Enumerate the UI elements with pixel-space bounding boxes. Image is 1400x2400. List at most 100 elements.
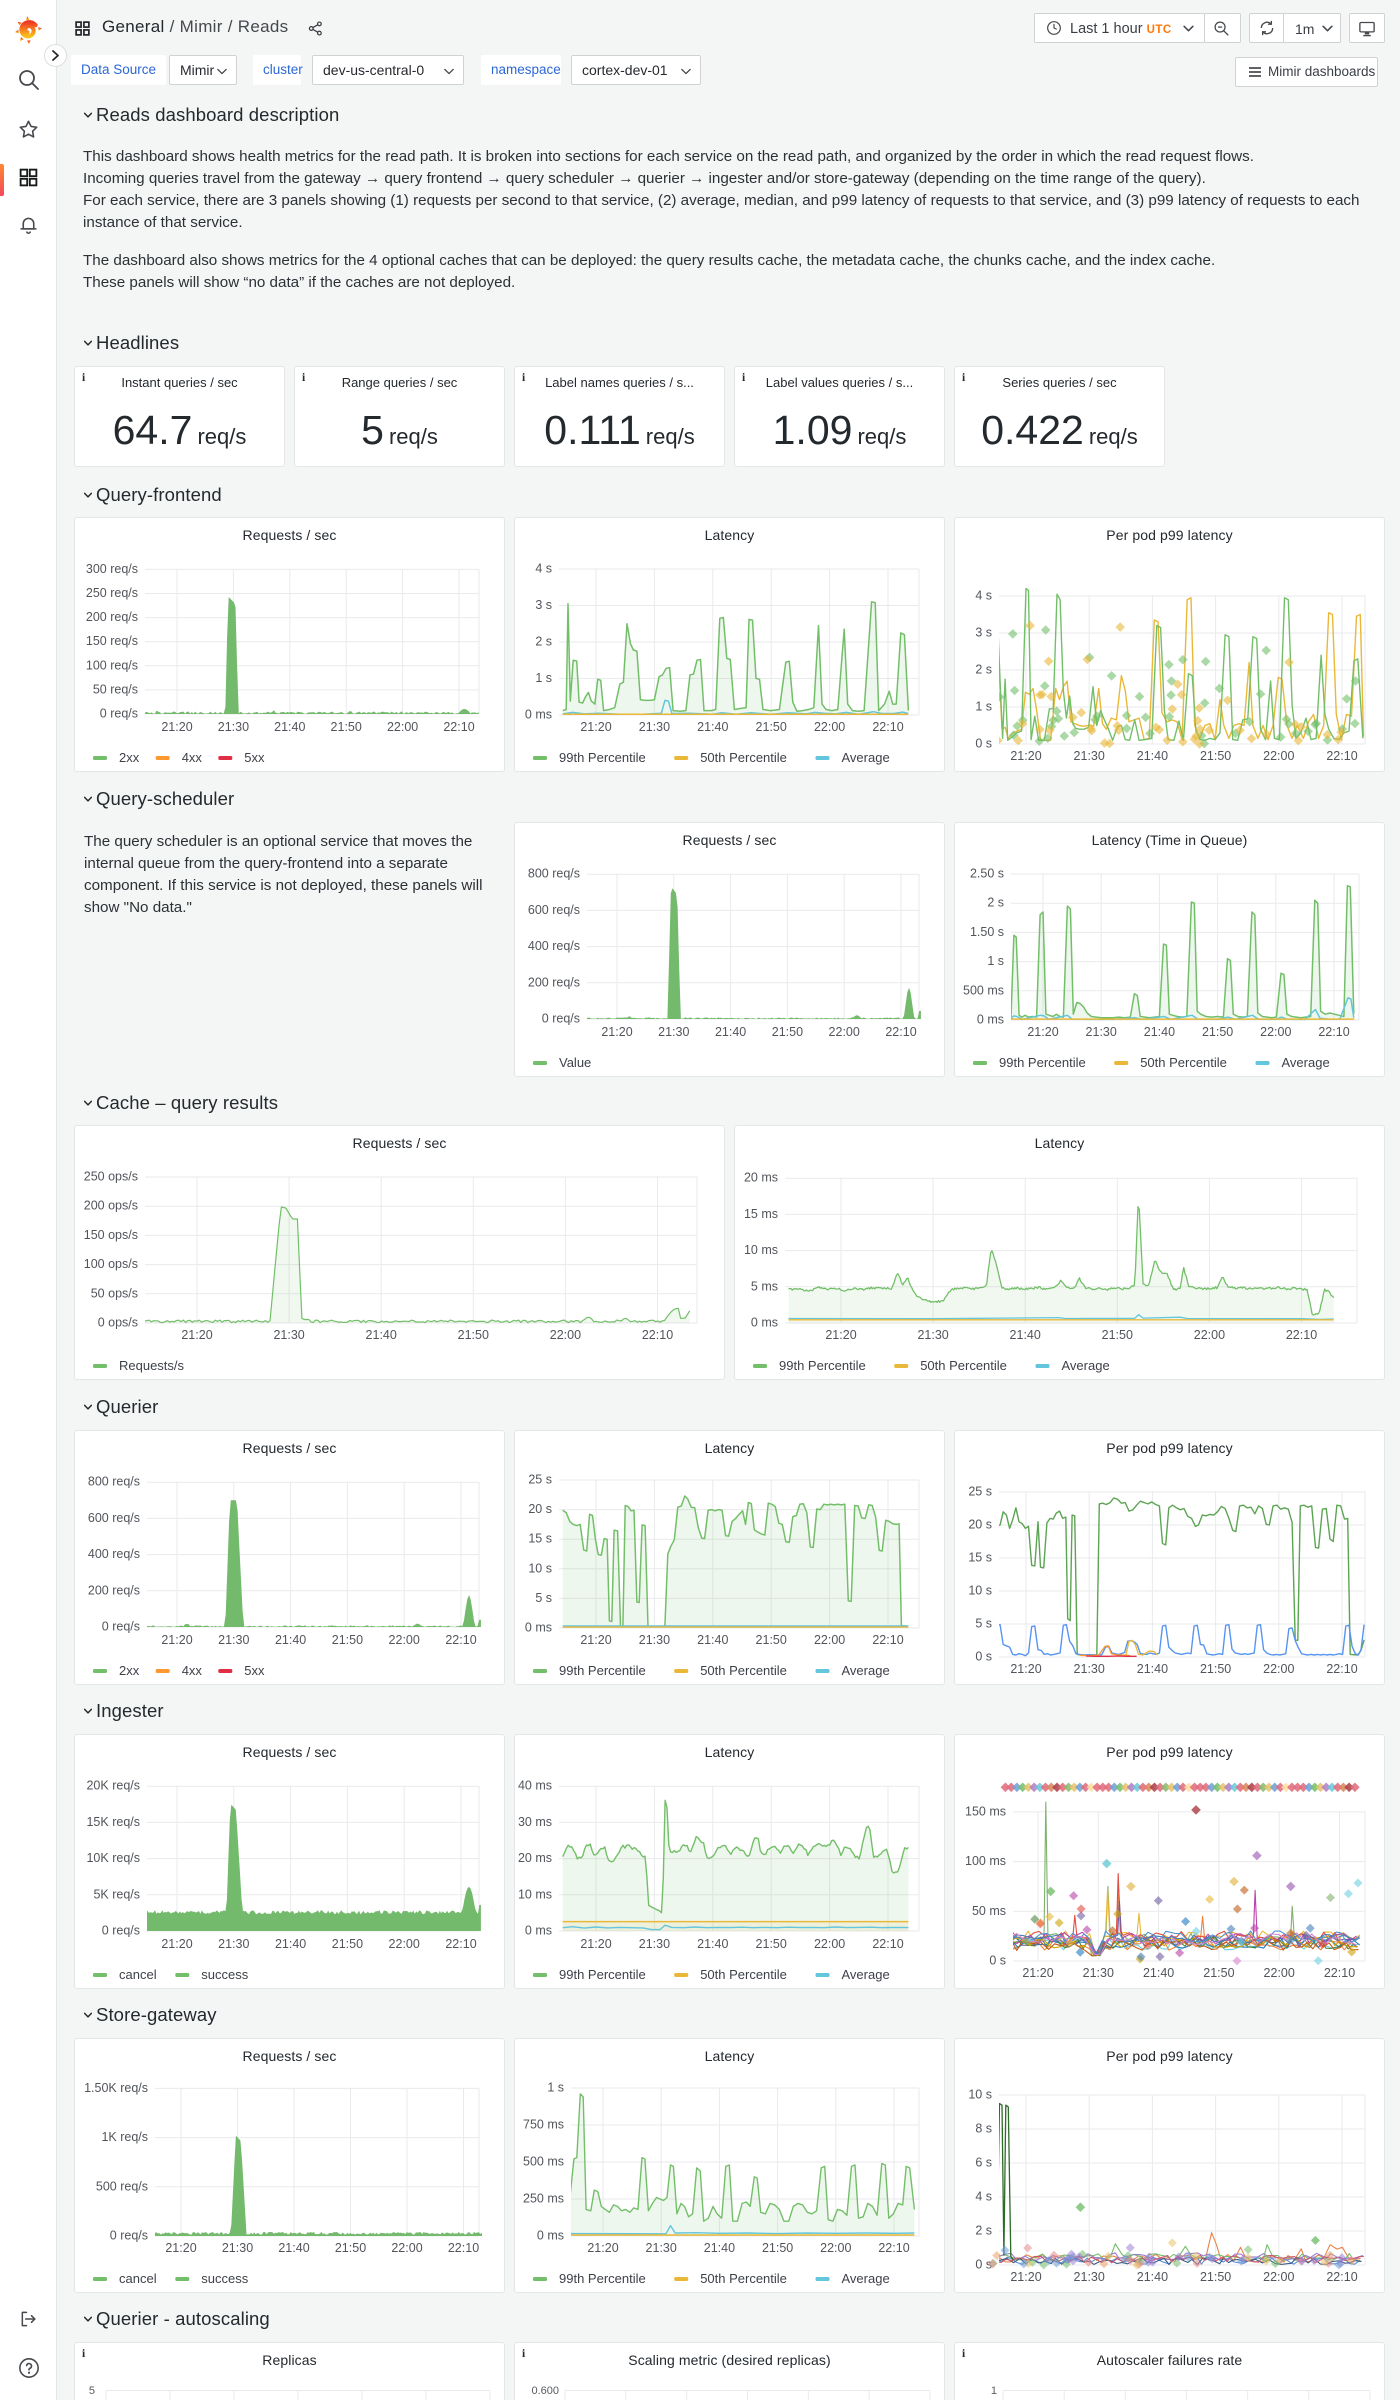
svg-text:21:30: 21:30 (222, 2241, 253, 2255)
svg-text:100 ops/s: 100 ops/s (84, 1257, 138, 1271)
svg-text:21:20: 21:20 (587, 2241, 618, 2255)
svg-text:0 s: 0 s (975, 1650, 992, 1664)
svg-text:21:30: 21:30 (639, 720, 670, 734)
svg-text:22:00: 22:00 (1263, 749, 1294, 763)
svg-text:2 s: 2 s (975, 2224, 992, 2238)
svg-text:21:50: 21:50 (1102, 1328, 1133, 1342)
svg-text:1 s: 1 s (987, 954, 1004, 968)
svg-text:0 ops/s: 0 ops/s (98, 1316, 138, 1330)
svg-text:21:30: 21:30 (1074, 749, 1105, 763)
svg-text:4 s: 4 s (975, 589, 992, 603)
svg-text:21:50: 21:50 (1200, 749, 1231, 763)
svg-text:20 ms: 20 ms (518, 1851, 552, 1865)
svg-text:22:00: 22:00 (814, 1937, 845, 1951)
svg-text:3 s: 3 s (535, 598, 552, 612)
svg-text:22:00: 22:00 (1264, 1966, 1295, 1980)
svg-text:21:40: 21:40 (1137, 2270, 1168, 2284)
svg-text:21:40: 21:40 (1144, 1025, 1175, 1039)
svg-text:22:10: 22:10 (872, 1633, 903, 1647)
svg-text:50th Percentile: 50th Percentile (700, 1663, 787, 1678)
svg-text:20 ms: 20 ms (744, 1171, 778, 1185)
svg-text:21:40: 21:40 (274, 720, 305, 734)
svg-text:21:20: 21:20 (161, 720, 192, 734)
svg-text:21:40: 21:40 (715, 1025, 746, 1039)
svg-text:800 req/s: 800 req/s (88, 1475, 140, 1489)
svg-text:22:10: 22:10 (1326, 2270, 1357, 2284)
svg-text:1.50K req/s: 1.50K req/s (84, 2081, 148, 2095)
svg-text:21:40: 21:40 (278, 2241, 309, 2255)
svg-text:22:00: 22:00 (387, 720, 418, 734)
svg-text:10 s: 10 s (528, 1561, 552, 1575)
svg-text:0 req/s: 0 req/s (100, 707, 138, 721)
svg-text:10K req/s: 10K req/s (86, 1851, 140, 1865)
svg-text:15 s: 15 s (968, 1551, 992, 1565)
svg-text:500 ms: 500 ms (523, 2155, 564, 2169)
svg-text:22:10: 22:10 (448, 2241, 479, 2255)
svg-text:0 s: 0 s (975, 737, 992, 751)
svg-text:22:10: 22:10 (445, 1937, 476, 1951)
svg-text:10 s: 10 s (968, 2088, 992, 2102)
svg-text:21:30: 21:30 (646, 2241, 677, 2255)
svg-text:2 s: 2 s (975, 663, 992, 677)
svg-text:21:50: 21:50 (762, 2241, 793, 2255)
svg-text:21:30: 21:30 (218, 720, 249, 734)
svg-text:99th Percentile: 99th Percentile (559, 2271, 646, 2286)
svg-text:22:00: 22:00 (814, 720, 845, 734)
svg-text:21:20: 21:20 (580, 1633, 611, 1647)
svg-text:600 req/s: 600 req/s (88, 1511, 140, 1525)
svg-text:0 ms: 0 ms (525, 708, 552, 722)
svg-text:21:50: 21:50 (1203, 1966, 1234, 1980)
svg-text:99th Percentile: 99th Percentile (559, 1967, 646, 1982)
svg-text:30 ms: 30 ms (518, 1815, 552, 1829)
svg-text:21:50: 21:50 (458, 1328, 489, 1342)
svg-text:400 req/s: 400 req/s (88, 1547, 140, 1561)
svg-text:21:50: 21:50 (756, 720, 787, 734)
svg-text:22:10: 22:10 (445, 1633, 476, 1647)
svg-text:5 s: 5 s (975, 1617, 992, 1631)
svg-text:22:10: 22:10 (642, 1328, 673, 1342)
svg-text:500 ms: 500 ms (963, 983, 1004, 997)
svg-text:0.600: 0.600 (531, 2385, 559, 2397)
svg-text:21:20: 21:20 (580, 720, 611, 734)
svg-text:4 s: 4 s (975, 2190, 992, 2204)
svg-text:22:00: 22:00 (1194, 1328, 1225, 1342)
svg-text:0 ms: 0 ms (525, 1621, 552, 1635)
svg-text:200 req/s: 200 req/s (88, 1583, 140, 1597)
svg-text:success: success (201, 1967, 248, 1982)
svg-text:200 req/s: 200 req/s (86, 610, 138, 624)
svg-text:50 ops/s: 50 ops/s (91, 1286, 138, 1300)
svg-text:22:00: 22:00 (1263, 1662, 1294, 1676)
svg-text:4xx: 4xx (182, 1663, 203, 1678)
svg-text:21:20: 21:20 (601, 1025, 632, 1039)
svg-text:2.50 s: 2.50 s (970, 867, 1004, 881)
svg-text:21:50: 21:50 (1200, 2270, 1231, 2284)
svg-text:22:00: 22:00 (829, 1025, 860, 1039)
svg-text:Average: Average (1282, 1055, 1330, 1070)
svg-text:200 ops/s: 200 ops/s (84, 1199, 138, 1213)
svg-text:50th Percentile: 50th Percentile (920, 1358, 1007, 1373)
svg-text:22:00: 22:00 (1260, 1025, 1291, 1039)
svg-text:21:30: 21:30 (218, 1937, 249, 1951)
svg-text:4 s: 4 s (535, 562, 552, 576)
svg-text:400 req/s: 400 req/s (528, 939, 580, 953)
svg-text:50th Percentile: 50th Percentile (1140, 1055, 1227, 1070)
svg-text:21:50: 21:50 (335, 2241, 366, 2255)
svg-text:21:30: 21:30 (1086, 1025, 1117, 1039)
svg-text:0 ms: 0 ms (751, 1316, 778, 1330)
svg-text:22:10: 22:10 (1318, 1025, 1349, 1039)
svg-text:21:30: 21:30 (917, 1328, 948, 1342)
svg-text:success: success (201, 2271, 248, 2286)
svg-text:15K req/s: 15K req/s (86, 1815, 140, 1829)
svg-text:50th Percentile: 50th Percentile (700, 750, 787, 765)
svg-text:cancel: cancel (119, 1967, 157, 1982)
svg-text:Average: Average (842, 2271, 890, 2286)
svg-text:500 req/s: 500 req/s (96, 2179, 148, 2193)
svg-text:20 s: 20 s (968, 1518, 992, 1532)
svg-text:21:20: 21:20 (165, 2241, 196, 2255)
svg-text:21:40: 21:40 (697, 1633, 728, 1647)
svg-text:Requests/s: Requests/s (119, 1358, 185, 1373)
svg-text:0 s: 0 s (975, 2258, 992, 2272)
svg-text:22:00: 22:00 (389, 1937, 420, 1951)
svg-text:0 s: 0 s (989, 1954, 1006, 1968)
svg-text:50th Percentile: 50th Percentile (700, 2271, 787, 2286)
